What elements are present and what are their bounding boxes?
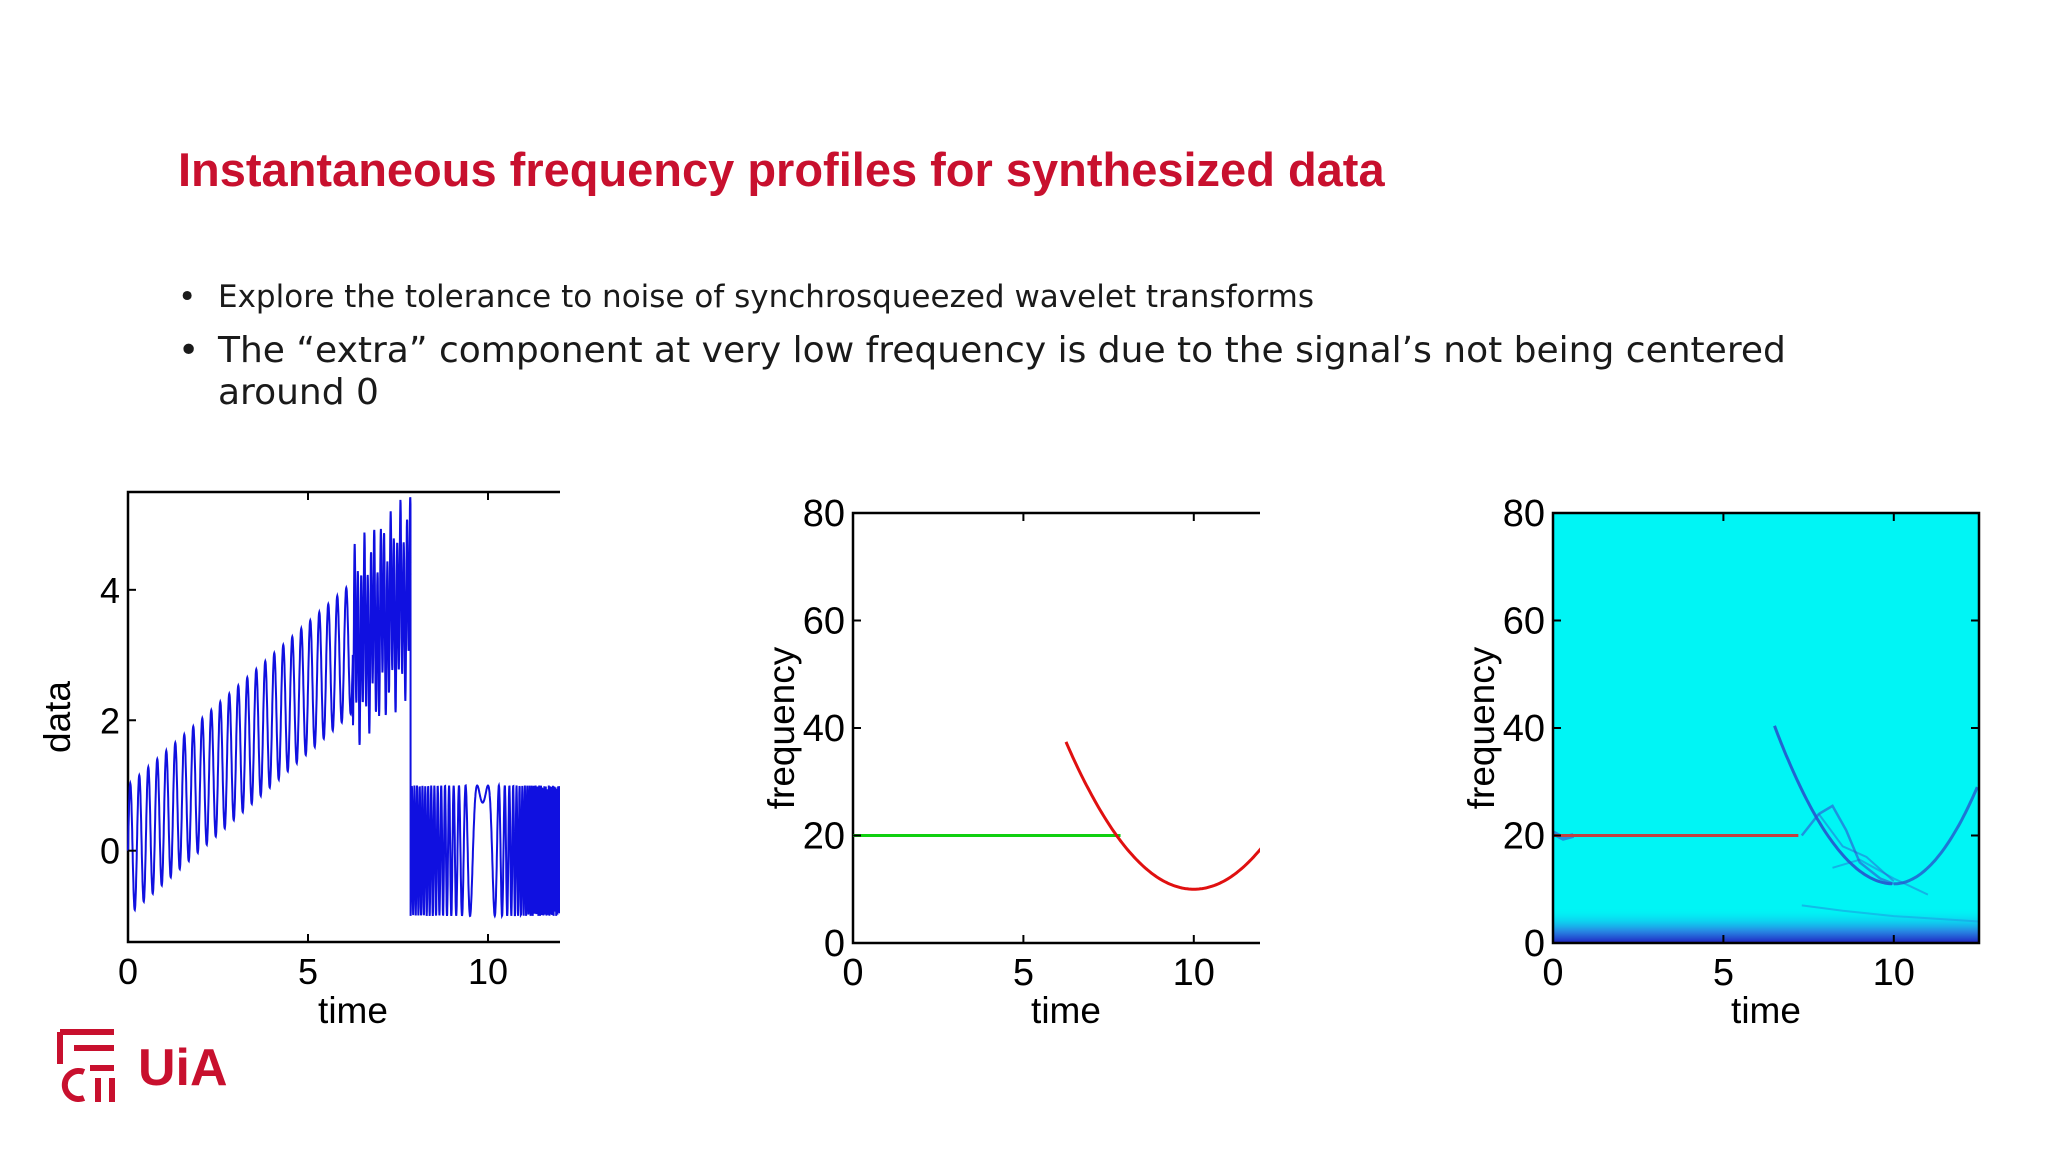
y-tick-label: 0 bbox=[824, 923, 845, 965]
frequency-chart-svg: 0 5 10 0 20 40 60 80 time frequency bbox=[761, 493, 1260, 1031]
signal-line bbox=[127, 497, 560, 920]
x-axis-label: time bbox=[1031, 990, 1101, 1031]
signal-chart-svg: 0 5 10 0 2 4 time data bbox=[40, 490, 560, 1031]
synchrosqueezed-heatmap: 0 5 10 0 20 40 60 80 time frequency bbox=[1440, 470, 1981, 1040]
signal-chart: 0 5 10 0 2 4 time data bbox=[40, 470, 560, 1040]
plot-frame bbox=[126, 490, 560, 944]
logo-text: UiA bbox=[138, 1039, 228, 1097]
y-tick-label: 60 bbox=[1503, 601, 1545, 643]
y-tick-label: 80 bbox=[1503, 493, 1545, 535]
uia-logo-icon bbox=[57, 1029, 115, 1102]
x-tick-label: 5 bbox=[298, 951, 318, 992]
slide-title: Instantaneous frequency profiles for syn… bbox=[178, 143, 1385, 196]
x-tick-label: 0 bbox=[1542, 952, 1563, 994]
ridge-rising bbox=[1893, 786, 1979, 886]
y-tick-label: 40 bbox=[1503, 708, 1545, 750]
y-axis-label: data bbox=[40, 681, 78, 753]
x-tick-label: 10 bbox=[1173, 952, 1215, 994]
x-tick-label: 10 bbox=[468, 951, 508, 992]
y-tick-label: 40 bbox=[803, 708, 845, 750]
bullet-list: Explore the tolerance to noise of synchr… bbox=[178, 278, 1818, 428]
y-tick-label: 20 bbox=[803, 816, 845, 858]
x-tick-label: 0 bbox=[118, 951, 138, 992]
y-tick-label: 4 bbox=[100, 570, 120, 611]
y-axis-label: frequency bbox=[761, 646, 802, 809]
plot-frame bbox=[851, 511, 1260, 945]
ridge-branch bbox=[1832, 858, 1929, 896]
x-tick-label: 10 bbox=[1873, 952, 1915, 994]
x-axis-label: time bbox=[318, 990, 388, 1031]
heatmap-svg: 0 5 10 0 20 40 60 80 time frequency bbox=[1461, 493, 1981, 1031]
uia-logo: UiA bbox=[56, 1028, 256, 1108]
x-tick-label: 0 bbox=[842, 952, 863, 994]
ridge-branch bbox=[1817, 813, 1895, 882]
x-axis-label: time bbox=[1731, 990, 1801, 1031]
y-tick-label: 0 bbox=[1524, 923, 1545, 965]
y-axis-label: frequency bbox=[1461, 646, 1502, 809]
bullet-item: The “extra” component at very low freque… bbox=[178, 330, 1818, 414]
y-tick-label: 20 bbox=[1503, 816, 1545, 858]
y-tick-label: 60 bbox=[803, 601, 845, 643]
y-tick-label: 80 bbox=[803, 493, 845, 535]
varying-frequency-curve bbox=[1064, 741, 1260, 891]
y-tick-label: 0 bbox=[100, 831, 120, 872]
x-tick-label: 5 bbox=[1013, 952, 1034, 994]
low-frequency-band bbox=[1553, 908, 1979, 943]
y-tick-label: 2 bbox=[100, 700, 120, 741]
frequency-chart: 0 5 10 0 20 40 60 80 time frequency bbox=[740, 470, 1260, 1040]
x-tick-label: 5 bbox=[1713, 952, 1734, 994]
heatmap-background bbox=[1553, 513, 1979, 943]
ridge-descending bbox=[1773, 725, 1893, 886]
bullet-item: Explore the tolerance to noise of synchr… bbox=[178, 278, 1818, 316]
ridge-branch bbox=[1800, 804, 1895, 886]
